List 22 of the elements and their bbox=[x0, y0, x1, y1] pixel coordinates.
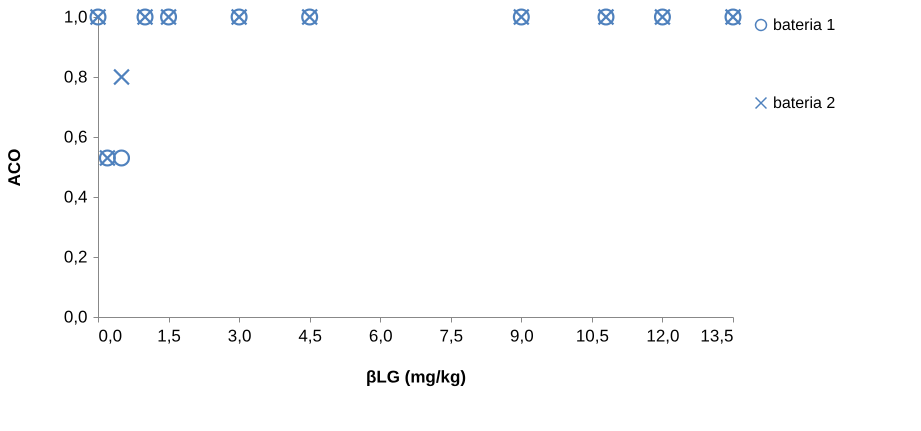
y-axis-title: ACO bbox=[4, 148, 24, 186]
legend-label: bateria 1 bbox=[773, 17, 836, 34]
x-tick-label: 4,5 bbox=[298, 326, 322, 346]
point bbox=[113, 68, 130, 86]
x-axis-title: βLG (mg/kg) bbox=[366, 368, 466, 386]
y-tick-label: 0,2 bbox=[64, 248, 88, 266]
y-tick-label: 0,4 bbox=[64, 188, 88, 206]
x-tick-label: 13,5 bbox=[700, 326, 734, 346]
y-tick-label: 0,8 bbox=[64, 68, 88, 86]
x-tick-label: 12,0 bbox=[646, 326, 680, 346]
legend-label: bateria 2 bbox=[773, 95, 836, 112]
y-tick-label: 1,0 bbox=[64, 8, 88, 26]
point bbox=[113, 150, 130, 166]
y-tick-label: 0,0 bbox=[64, 308, 88, 326]
x-tick-label: 6,0 bbox=[368, 326, 393, 346]
y-tick-label: 0,6 bbox=[64, 128, 88, 146]
x-tick-label: 9,0 bbox=[510, 326, 534, 346]
x-tick-label: 3,0 bbox=[228, 326, 252, 346]
x-tick-label: 0,0 bbox=[98, 326, 122, 346]
x-tick-label: 1,5 bbox=[157, 326, 181, 346]
x-tick-label: 10,5 bbox=[576, 326, 609, 346]
x-tick-label: 7,5 bbox=[439, 326, 464, 346]
